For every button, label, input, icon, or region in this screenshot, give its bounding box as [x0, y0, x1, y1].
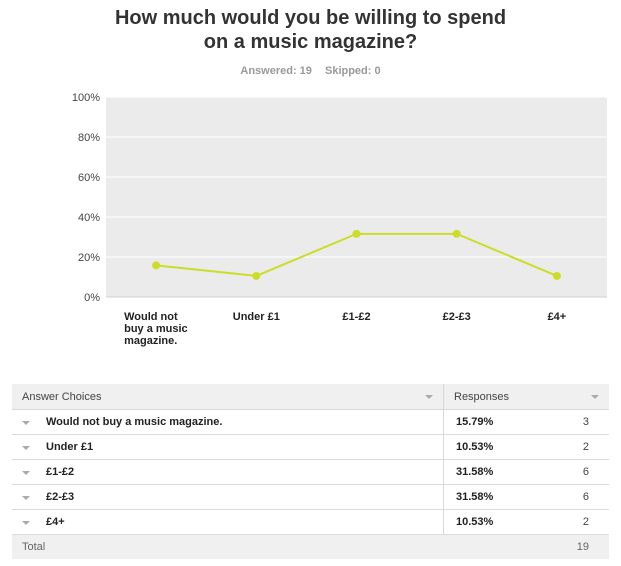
- response-count: 3: [582, 416, 589, 428]
- data-point[interactable]: [252, 271, 261, 280]
- choice-label: £4+: [46, 516, 65, 528]
- table-total-row: Total 19: [12, 534, 609, 559]
- expand-arrow-icon[interactable]: [22, 446, 30, 450]
- sort-arrow-icon[interactable]: [591, 395, 599, 399]
- response-cell: 15.79% 3: [443, 409, 609, 435]
- response-count: 6: [582, 491, 589, 503]
- choice-cell: Under £1: [12, 434, 444, 460]
- responses-table: Answer Choices Responses Would not buy a…: [12, 384, 609, 559]
- skipped-count: Skipped: 0: [324, 65, 381, 77]
- y-tick-label: 40%: [78, 212, 100, 224]
- data-point[interactable]: [552, 271, 561, 280]
- y-tick-label: 80%: [78, 132, 100, 144]
- header-choices-label: Answer Choices: [22, 391, 102, 403]
- table-row: £1-£2 31.58% 6: [12, 459, 609, 485]
- choice-label: Under £1: [46, 441, 94, 453]
- response-count: 2: [582, 441, 589, 453]
- response-count: 6: [582, 466, 589, 478]
- total-label-cell: Total: [12, 534, 444, 559]
- answered-count: Answered: 19: [240, 65, 312, 77]
- total-label: Total: [22, 541, 46, 553]
- total-count: 19: [576, 541, 589, 553]
- title-line-2: on a music magazine?: [203, 31, 418, 53]
- response-percent: 31.58%: [456, 491, 494, 503]
- response-cell: 31.58% 6: [443, 484, 609, 510]
- response-cell: 10.53% 2: [443, 509, 609, 535]
- x-tick-label: £4+: [548, 311, 567, 323]
- sort-arrow-icon[interactable]: [425, 395, 433, 399]
- data-point[interactable]: [152, 261, 161, 270]
- plot-area: [106, 97, 607, 297]
- data-point[interactable]: [452, 229, 461, 238]
- response-percent: 10.53%: [456, 441, 494, 453]
- response-percent: 15.79%: [456, 416, 494, 428]
- header-responses-label: Responses: [454, 391, 510, 403]
- expand-arrow-icon[interactable]: [22, 421, 30, 425]
- response-percent: 31.58%: [456, 466, 494, 478]
- response-count: 2: [582, 516, 589, 528]
- response-stats: Answered: 19 Skipped: 0: [0, 65, 621, 77]
- y-tick-label: 100%: [72, 92, 100, 104]
- x-tick-label: Would not buy a music magazine.: [124, 311, 188, 347]
- y-tick-label: 20%: [78, 252, 100, 264]
- x-tick-label: Under £1: [233, 311, 280, 323]
- table-header: Answer Choices Responses: [12, 384, 609, 410]
- x-tick-label: £1-£2: [342, 311, 370, 323]
- table-row: £2-£3 31.58% 6: [12, 484, 609, 510]
- choice-cell: £2-£3: [12, 484, 444, 510]
- choice-cell: £1-£2: [12, 459, 444, 485]
- table-row: £4+ 10.53% 2: [12, 509, 609, 535]
- total-count-cell: 19: [443, 534, 609, 559]
- chart-title: How much would you be willing to spend o…: [0, 6, 621, 54]
- header-answer-choices[interactable]: Answer Choices: [12, 384, 444, 410]
- response-cell: 10.53% 2: [443, 434, 609, 460]
- expand-arrow-icon[interactable]: [22, 496, 30, 500]
- data-point[interactable]: [352, 229, 361, 238]
- expand-arrow-icon[interactable]: [22, 471, 30, 475]
- title-line-1: How much would you be willing to spend: [114, 7, 507, 29]
- line-chart: 0% 20% 40% 60% 80% 100% Would not buy a music m…: [72, 92, 607, 347]
- y-tick-label: 60%: [78, 172, 100, 184]
- response-cell: 31.58% 6: [443, 459, 609, 485]
- table-row: Would not buy a music magazine. 15.79% 3: [12, 409, 609, 435]
- table-row: Under £1 10.53% 2: [12, 434, 609, 460]
- header-responses[interactable]: Responses: [443, 384, 609, 410]
- expand-arrow-icon[interactable]: [22, 521, 30, 525]
- x-tick-label: £2-£3: [443, 311, 471, 323]
- choice-cell: Would not buy a music magazine.: [12, 409, 444, 435]
- response-percent: 10.53%: [456, 516, 494, 528]
- choice-label: £1-£2: [46, 466, 75, 478]
- choice-cell: £4+: [12, 509, 444, 535]
- y-tick-label: 0%: [84, 292, 100, 304]
- choice-label: Would not buy a music magazine.: [46, 416, 223, 428]
- choice-label: £2-£3: [46, 491, 75, 503]
